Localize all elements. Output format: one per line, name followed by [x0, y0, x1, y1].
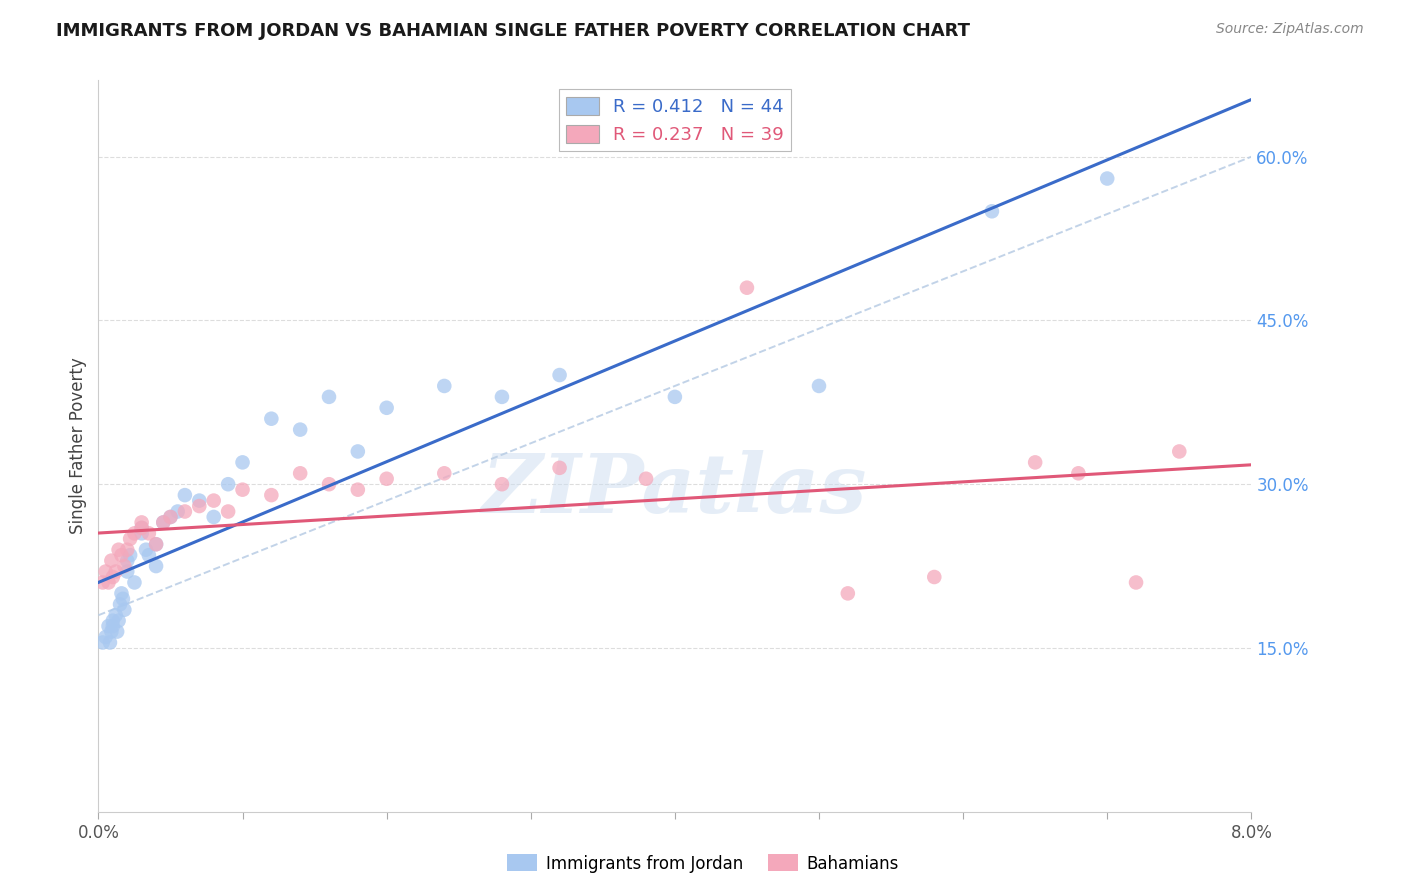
Point — [110, 548, 132, 562]
Legend: R = 0.412   N = 44, R = 0.237   N = 39: R = 0.412 N = 44, R = 0.237 N = 39 — [558, 89, 792, 152]
Point — [188, 493, 211, 508]
Point — [135, 542, 157, 557]
Point — [318, 477, 340, 491]
Point — [1125, 575, 1147, 590]
Point — [94, 630, 117, 644]
Point — [124, 575, 146, 590]
Point — [981, 204, 1004, 219]
Point — [202, 510, 225, 524]
Point — [491, 390, 513, 404]
Point — [104, 608, 127, 623]
Point — [1067, 467, 1090, 481]
Point — [174, 488, 197, 502]
Point — [260, 488, 283, 502]
Point — [735, 281, 758, 295]
Point — [152, 516, 174, 530]
Point — [100, 624, 122, 639]
Point — [105, 624, 128, 639]
Point — [101, 614, 124, 628]
Legend: Immigrants from Jordan, Bahamians: Immigrants from Jordan, Bahamians — [501, 847, 905, 880]
Point — [202, 493, 225, 508]
Point — [1024, 455, 1046, 469]
Point — [375, 472, 398, 486]
Point — [152, 516, 174, 530]
Point — [1097, 171, 1119, 186]
Text: Source: ZipAtlas.com: Source: ZipAtlas.com — [1216, 22, 1364, 37]
Point — [636, 472, 658, 486]
Point — [117, 565, 139, 579]
Point — [94, 565, 117, 579]
Point — [124, 526, 146, 541]
Point — [101, 619, 124, 633]
Point — [145, 537, 167, 551]
Point — [104, 565, 127, 579]
Point — [91, 575, 114, 590]
Point — [548, 460, 571, 475]
Point — [290, 467, 312, 481]
Point — [318, 390, 340, 404]
Point — [491, 477, 513, 491]
Point — [188, 499, 211, 513]
Point — [346, 483, 368, 497]
Point — [433, 467, 456, 481]
Point — [107, 542, 129, 557]
Point — [433, 379, 456, 393]
Text: IMMIGRANTS FROM JORDAN VS BAHAMIAN SINGLE FATHER POVERTY CORRELATION CHART: IMMIGRANTS FROM JORDAN VS BAHAMIAN SINGL… — [56, 22, 970, 40]
Point — [108, 597, 131, 611]
Point — [664, 390, 686, 404]
Point — [110, 586, 132, 600]
Point — [217, 477, 239, 491]
Point — [548, 368, 571, 382]
Point — [924, 570, 946, 584]
Point — [131, 521, 153, 535]
Point — [120, 532, 142, 546]
Y-axis label: Single Father Poverty: Single Father Poverty — [69, 358, 87, 534]
Point — [131, 521, 153, 535]
Point — [131, 516, 153, 530]
Point — [231, 483, 254, 497]
Point — [98, 635, 121, 649]
Point — [807, 379, 830, 393]
Point — [97, 575, 120, 590]
Point — [1168, 444, 1191, 458]
Point — [97, 619, 120, 633]
Point — [117, 542, 139, 557]
Point — [111, 591, 134, 606]
Point — [290, 423, 312, 437]
Point — [837, 586, 859, 600]
Point — [166, 504, 188, 518]
Point — [131, 526, 153, 541]
Point — [159, 510, 181, 524]
Point — [101, 570, 124, 584]
Point — [346, 444, 368, 458]
Point — [217, 504, 239, 518]
Point — [112, 603, 135, 617]
Point — [138, 526, 160, 541]
Point — [145, 559, 167, 574]
Point — [100, 554, 122, 568]
Point — [120, 548, 142, 562]
Point — [174, 504, 197, 518]
Point — [107, 614, 129, 628]
Point — [117, 554, 139, 568]
Point — [260, 411, 283, 425]
Point — [145, 537, 167, 551]
Point — [159, 510, 181, 524]
Point — [231, 455, 254, 469]
Text: ZIPatlas: ZIPatlas — [482, 450, 868, 530]
Point — [91, 635, 114, 649]
Point — [138, 548, 160, 562]
Point — [112, 559, 135, 574]
Point — [375, 401, 398, 415]
